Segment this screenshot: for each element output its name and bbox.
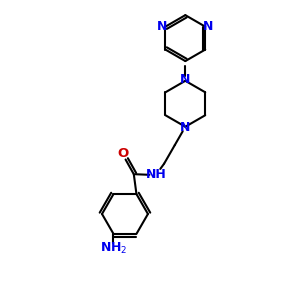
Text: N: N [180, 122, 190, 134]
Text: N: N [157, 20, 168, 33]
Text: NH$_2$: NH$_2$ [100, 241, 127, 256]
Text: N: N [180, 73, 190, 86]
Text: O: O [117, 147, 128, 160]
Text: NH: NH [146, 168, 166, 181]
Text: N: N [203, 20, 213, 33]
